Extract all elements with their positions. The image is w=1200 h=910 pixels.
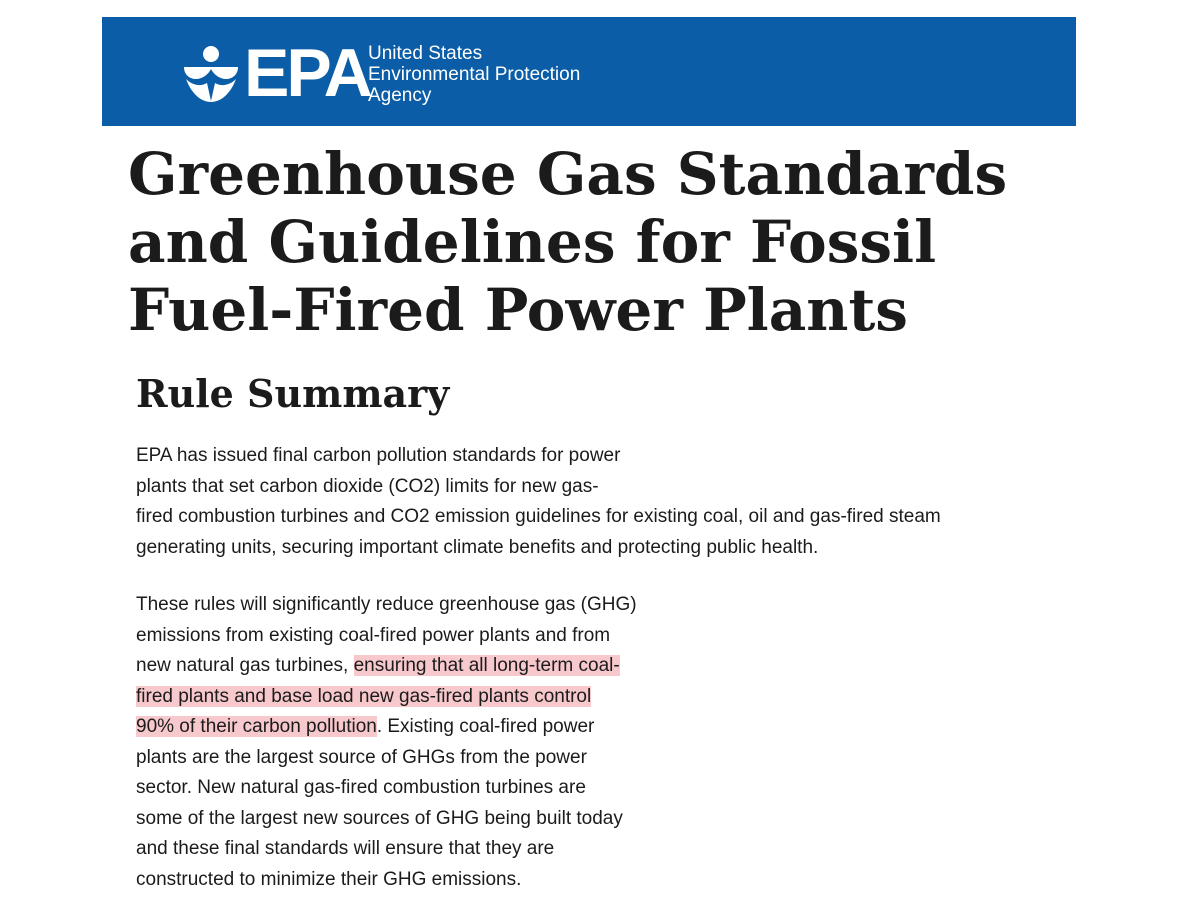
epa-header-banner: EPA United States Environmental Protecti… (102, 17, 1076, 126)
page-title: Greenhouse Gas Standards and Guidelines … (128, 140, 1008, 344)
section-title-rule-summary: Rule Summary (136, 371, 450, 416)
paragraph-line: These rules will significantly reduce gr… (136, 594, 637, 615)
paragraph-line: fired plants and base load new gas-fired… (136, 682, 637, 713)
rule-summary-paragraph-1: EPA has issued final carbon pollution st… (136, 441, 941, 563)
paragraph-line: new natural gas turbines, ensuring that … (136, 651, 637, 682)
agency-name: United States Environmental Protection A… (368, 43, 580, 106)
paragraph-line: sector. New natural gas-fired combustion… (136, 777, 586, 798)
paragraph-line: generating units, securing important cli… (136, 536, 819, 558)
paragraph-line: fired combustion turbines and CO2 emissi… (136, 506, 941, 527)
paragraph-line: 90% of their carbon pollution. Existing … (136, 712, 637, 743)
paragraph-line: and these final standards will ensure th… (136, 838, 555, 859)
agency-name-line: Agency (368, 85, 432, 106)
paragraph-line: plants that set carbon dioxide (CO2) lim… (136, 475, 599, 497)
paragraph-text: . Existing coal-fired power (376, 716, 595, 737)
paragraph-line: constructed to minimize their GHG emissi… (136, 868, 522, 890)
agency-name-line: United States (368, 43, 483, 64)
epa-logo-wordmark[interactable]: EPA (244, 35, 373, 111)
epa-flower-logo-icon (184, 46, 238, 102)
paragraph-line: plants are the largest source of GHGs fr… (136, 746, 587, 768)
highlighted-text: fired plants and base load new gas-fired… (136, 685, 592, 707)
paragraph-line: emissions from existing coal-fired power… (136, 624, 611, 646)
highlighted-text: 90% of their carbon pollution (136, 716, 377, 737)
paragraph-text: new natural gas turbines, (136, 655, 354, 676)
agency-name-line: Environmental Protection (368, 64, 581, 85)
rule-summary-paragraph-2: These rules will significantly reduce gr… (136, 590, 637, 895)
paragraph-line: some of the largest new sources of GHG b… (136, 807, 623, 829)
highlighted-text: ensuring that all long-term coal- (353, 655, 620, 676)
paragraph-line: EPA has issued final carbon pollution st… (136, 445, 621, 466)
